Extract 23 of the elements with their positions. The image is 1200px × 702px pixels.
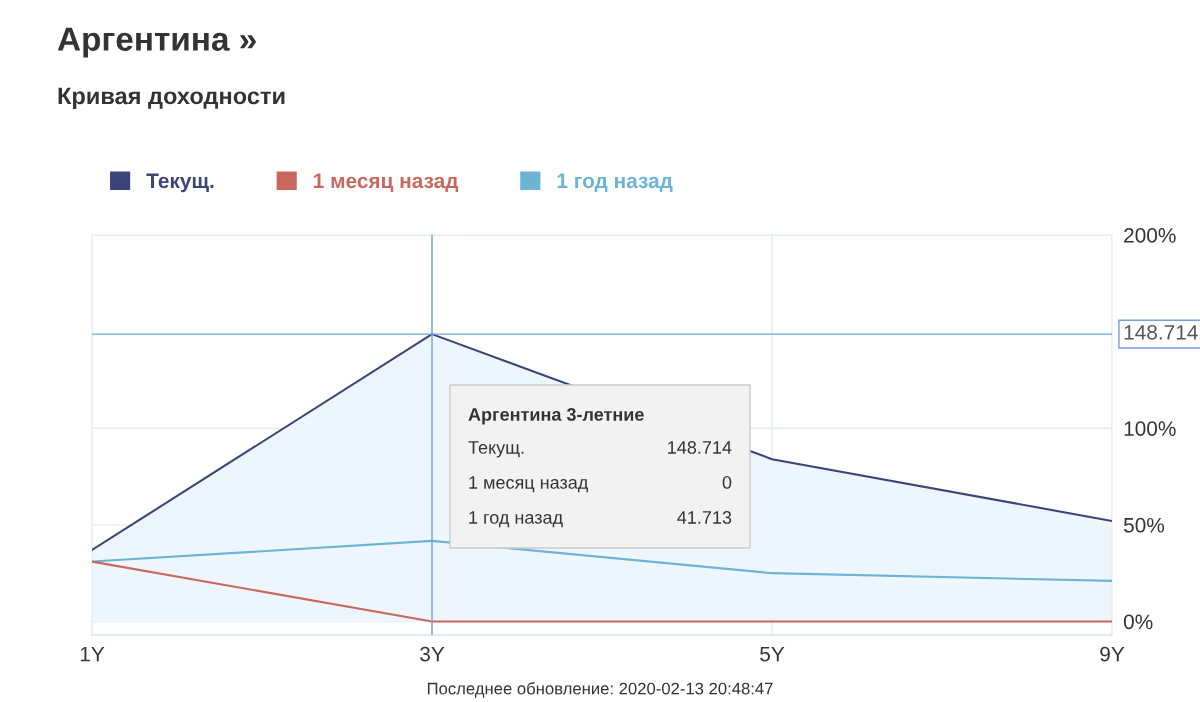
annotation: Аргентина 3-летние [468, 408, 644, 425]
legend-label: 1 год назад [557, 173, 673, 193]
text: Последнее обновление: 2020-02-13 20:48:47 [427, 682, 773, 698]
x-tick-label: 3Y [420, 646, 445, 662]
legend-label: Текущ. [146, 173, 214, 193]
y-tick-label: 100% [1124, 421, 1176, 436]
legend-label: 1 месяц назад [314, 173, 459, 193]
annotation: 0 [722, 476, 732, 489]
chart-subtitle: Кривая доходности [58, 87, 285, 109]
annotation: Текущ. [468, 441, 524, 458]
x-tick-label: 1Y [80, 646, 105, 662]
annotation: 1 год назад [469, 511, 563, 528]
annotation: 148.714 [668, 441, 732, 454]
line-series [92, 539, 1112, 582]
annotation: 1 месяц назад [469, 476, 589, 493]
y-tick-label: 50% [1123, 517, 1165, 533]
y-tick-label: 0% [1123, 614, 1153, 630]
ref-line-label: 148.714 [1124, 324, 1198, 340]
x-tick-label: 9Y [1100, 646, 1125, 662]
y-tick-label: 200% [1124, 228, 1176, 243]
chart-title: Аргентина » [57, 27, 256, 58]
annotation: 41.713 [677, 511, 732, 524]
x-tick-label: 5Y [760, 646, 785, 662]
